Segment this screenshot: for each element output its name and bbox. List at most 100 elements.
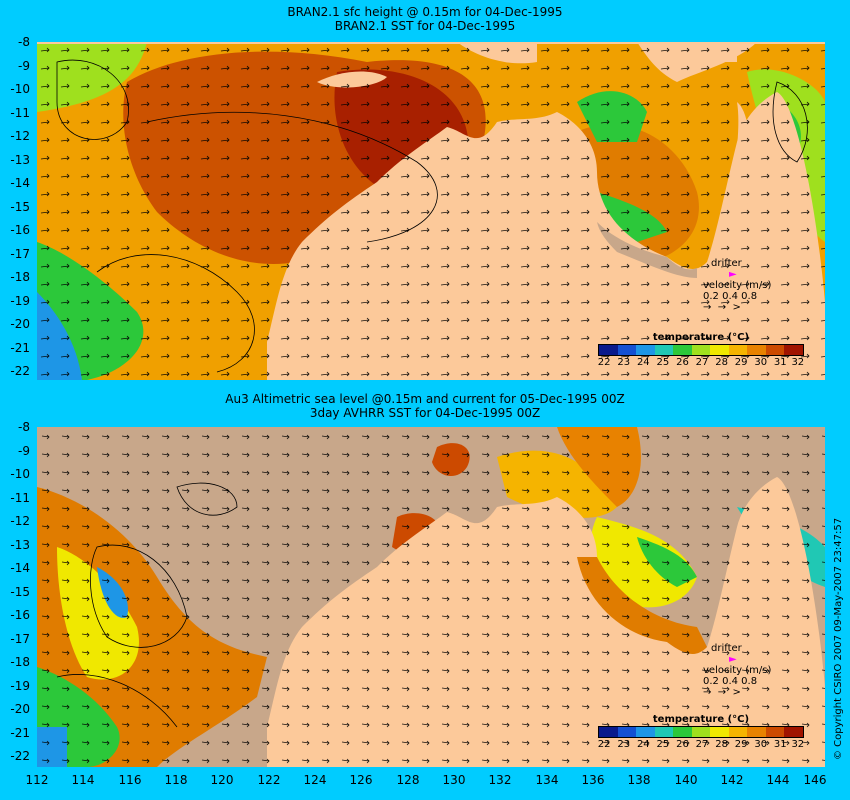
legend-tick: 26 [676, 739, 689, 750]
velocity-arrows-icon: → → > [703, 302, 741, 313]
top-temperature-legend: temperature (°C) 22 23 24 25 26 27 28 29… [598, 332, 804, 368]
drifter-marker-icon: ► [729, 269, 737, 280]
bottom-lat-tick: -8 [18, 420, 30, 434]
top-lat-tick: -18 [10, 270, 30, 284]
bottom-map-panel [37, 427, 825, 767]
velocity-label: velocity (m/s) [703, 280, 772, 291]
legend-tick: 24 [636, 739, 650, 750]
top-lat-tick: -16 [10, 223, 30, 237]
legend-tick: 23 [617, 357, 631, 368]
top-lat-tick: -14 [10, 176, 30, 190]
lon-tick: 136 [581, 773, 605, 787]
legend-tick: 31 [773, 739, 787, 750]
bottom-drifter-key: drifter ► velocity (m/s) 0.2 0.4 0.8 → →… [703, 643, 773, 698]
lon-tick: 120 [210, 773, 234, 787]
legend-tick: 22 [597, 739, 611, 750]
legend-ticks: 22 23 24 25 26 27 28 29 30 31 32 [598, 356, 804, 368]
top-lat-tick: -13 [10, 152, 30, 167]
legend-tick: 31 [773, 357, 787, 368]
bottom-lat-tick: -14 [10, 561, 30, 575]
bottom-lat-tick: -21 [10, 725, 30, 740]
longitude-axis: 112 114 116 118 120 122 124 126 128 130 … [0, 773, 850, 787]
top-lat-tick: -17 [10, 246, 30, 261]
top-lat-tick: -10 [10, 82, 30, 96]
lon-tick: 140 [674, 773, 698, 787]
top-lat-tick: -8 [18, 35, 30, 49]
top-map-title-2: BRAN2.1 SST for 04-Dec-1995 [334, 19, 516, 33]
legend-colorbar [598, 726, 804, 738]
legend-colorbar [598, 344, 804, 356]
legend-tick: 24 [636, 357, 650, 368]
legend-title: temperature (°C) [652, 332, 750, 343]
lon-tick: 142 [720, 773, 744, 787]
legend-tick: 22 [597, 357, 611, 368]
top-lat-tick: -21 [10, 340, 30, 355]
velocity-speeds: 0.2 0.4 0.8 [703, 676, 758, 687]
top-sst-map [37, 42, 825, 380]
bottom-lat-tick: -16 [10, 608, 30, 622]
drifter-label: drifter [711, 258, 742, 269]
top-drifter-key: drifter ► velocity (m/s) 0.2 0.4 0.8 → →… [703, 258, 773, 313]
legend-tick: 26 [676, 357, 689, 368]
top-lat-tick: -19 [10, 293, 30, 308]
top-latitude-axis: -8 -9 -10 -11 -12 -13 -14 -15 -16 -17 -1… [0, 35, 30, 380]
lon-tick: 114 [71, 773, 95, 787]
bottom-lat-tick: -20 [10, 702, 30, 716]
top-map-panel [37, 42, 825, 380]
legend-ticks: 22 23 24 25 26 27 28 29 30 31 32 [598, 738, 804, 750]
velocity-label: velocity (m/s) [703, 665, 772, 676]
lon-tick: 116 [118, 773, 142, 787]
lon-tick: 112 [25, 773, 49, 787]
top-lat-tick: -20 [10, 317, 30, 331]
top-lat-tick: -9 [18, 58, 30, 73]
legend-tick: 29 [734, 357, 748, 368]
lon-tick: 118 [164, 773, 188, 787]
bottom-lat-tick: -9 [18, 443, 30, 458]
legend-tick: 30 [754, 739, 768, 750]
top-map-title-1: BRAN2.1 sfc height @ 0.15m for 04-Dec-19… [287, 5, 563, 19]
top-lat-tick: -15 [10, 199, 30, 214]
bottom-map-title-2: 3day AVHRR SST for 04-Dec-1995 00Z [309, 406, 541, 420]
lon-tick: 128 [396, 773, 420, 787]
copyright-text: © Copyright CSIRO 2007 09-May-2007 23:47… [833, 517, 844, 760]
legend-tick: 27 [695, 357, 709, 368]
bottom-lat-tick: -15 [10, 584, 30, 599]
bottom-temperature-legend: temperature (°C) 22 23 24 25 26 27 28 29… [598, 714, 804, 750]
lon-tick: 138 [627, 773, 651, 787]
bottom-lat-tick: -11 [10, 490, 30, 505]
bottom-lat-tick: -10 [10, 467, 30, 481]
lon-tick: 122 [257, 773, 281, 787]
lon-tick: 124 [303, 773, 327, 787]
legend-tick: 30 [754, 357, 768, 368]
lon-tick: 146 [803, 773, 827, 787]
top-lat-tick: -12 [10, 129, 30, 143]
bottom-sst-map [37, 427, 825, 767]
bottom-lat-tick: -12 [10, 514, 30, 528]
velocity-speeds: 0.2 0.4 0.8 [703, 291, 758, 302]
bottom-lat-tick: -22 [10, 749, 30, 763]
legend-tick: 32 [791, 357, 805, 368]
bottom-map-title-1: Au3 Altimetric sea level @0.15m and curr… [225, 392, 625, 406]
lon-tick: 130 [442, 773, 466, 787]
legend-tick: 25 [656, 739, 670, 750]
lon-tick: 126 [349, 773, 373, 787]
legend-title: temperature (°C) [652, 714, 750, 725]
drifter-marker-icon: ► [729, 654, 737, 665]
bottom-lat-tick: -13 [10, 537, 30, 552]
velocity-arrows-icon: → → > [703, 687, 741, 698]
legend-tick: 27 [695, 739, 709, 750]
bottom-lat-tick: -18 [10, 655, 30, 669]
legend-tick: 28 [715, 739, 728, 750]
legend-tick: 28 [715, 357, 728, 368]
bottom-lat-tick: -19 [10, 678, 30, 693]
drifter-label: drifter [711, 643, 742, 654]
legend-tick: 23 [617, 739, 631, 750]
legend-tick: 32 [791, 739, 805, 750]
top-lat-tick: -11 [10, 105, 30, 120]
legend-tick: 29 [734, 739, 748, 750]
bottom-latitude-axis: -8 -9 -10 -11 -12 -13 -14 -15 -16 -17 -1… [0, 420, 30, 767]
lon-tick: 144 [766, 773, 790, 787]
legend-tick: 25 [656, 357, 670, 368]
lon-tick: 134 [535, 773, 559, 787]
bottom-lat-tick: -17 [10, 631, 30, 646]
